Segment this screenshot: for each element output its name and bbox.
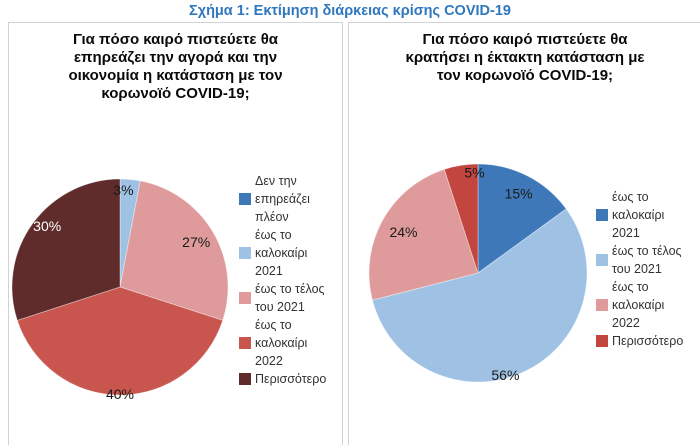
legend-label: Δεν την επηρεάζει πλέον (255, 174, 310, 224)
pie-slice-label: 3% (113, 182, 133, 198)
legend-label: Περισσότερο (612, 334, 684, 348)
legend-swatch-icon (596, 209, 608, 221)
legend-label: έως το καλοκαίρι 2021 (255, 228, 308, 278)
pie-slice-label: 15% (505, 185, 533, 201)
legend-label: έως το τέλος του 2021 (612, 244, 682, 276)
pie-slice-label: 27% (182, 234, 210, 250)
legend-swatch-icon (596, 254, 608, 266)
pie-slice (443, 163, 479, 274)
pie-slice (119, 178, 141, 288)
pie-slice (477, 163, 567, 274)
chart-panel-right: Για πόσο καιρό πιστεύετε θα κρατήσει η έ… (348, 22, 700, 445)
chart-title-right: Για πόσο καιρό πιστεύετε θα κρατήσει η έ… (405, 31, 645, 84)
legend-item: έως το τέλος του 2021 (596, 242, 698, 278)
legend-left: Δεν την επηρεάζει πλέον έως το καλοκαίρι … (239, 172, 341, 388)
legend-swatch-icon (239, 193, 251, 205)
legend-item: έως το καλοκαίρι 2021 (239, 226, 341, 280)
pie-slice-label: 30% (33, 218, 61, 234)
legend-label: έως το τέλος του 2021 (255, 282, 325, 314)
pie-chart-right: 15% 56% 24% 5% (368, 163, 588, 383)
pie-chart-left: 3% 27% 40% 30% (11, 178, 229, 402)
pie-slice (368, 168, 479, 301)
legend-item: έως το καλοκαίρι 2022 (239, 316, 341, 370)
legend-item: Περισσότερο (596, 332, 698, 350)
legend-label: έως το καλοκαίρι 2022 (255, 318, 308, 368)
pie-slice (119, 180, 229, 321)
pie-slice (11, 178, 121, 321)
pie-slice (371, 208, 588, 383)
legend-swatch-icon (239, 292, 251, 304)
legend-swatch-icon (239, 337, 251, 349)
pie-slice (16, 286, 224, 396)
pie-slice-label: 5% (464, 165, 484, 181)
legend-right: έως το καλοκαίρι 2021 έως το τέλος του 20… (596, 188, 698, 350)
legend-label: Περισσότερο (255, 372, 327, 386)
legend-label: έως το καλοκαίρι 2022 (612, 280, 665, 330)
legend-item: έως το τέλος του 2021 (239, 280, 341, 316)
pie-slice-label: 56% (491, 367, 519, 383)
legend-item: έως το καλοκαίρι 2021 (596, 188, 698, 242)
legend-label: έως το καλοκαίρι 2021 (612, 190, 665, 240)
chart-panel-left: Για πόσο καιρό πιστεύετε θα επηρεάζει τη… (8, 22, 343, 445)
figure-title: Σχήμα 1: Εκτίμηση διάρκειας κρίσης COVID… (189, 3, 511, 19)
pie-slice-label: 40% (106, 386, 134, 402)
legend-item: Περισσότερο (239, 370, 341, 388)
chart-title-left: Για πόσο καιρό πιστεύετε θα επηρεάζει τη… (68, 31, 283, 102)
pie-slice-label: 24% (389, 224, 417, 240)
legend-swatch-icon (596, 335, 608, 347)
legend-item: έως το καλοκαίρι 2022 (596, 278, 698, 332)
legend-swatch-icon (239, 247, 251, 259)
legend-swatch-icon (596, 299, 608, 311)
legend-item: Δεν την επηρεάζει πλέον (239, 172, 341, 226)
legend-swatch-icon (239, 373, 251, 385)
